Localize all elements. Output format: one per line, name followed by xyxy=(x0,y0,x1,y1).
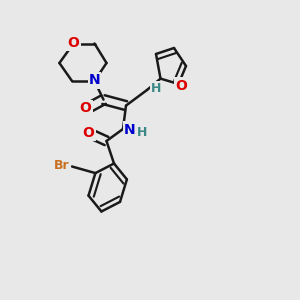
Text: O: O xyxy=(82,126,94,140)
Text: O: O xyxy=(176,79,188,92)
Text: Br: Br xyxy=(54,159,70,172)
Text: H: H xyxy=(151,82,161,95)
Text: N: N xyxy=(89,74,100,87)
Text: H: H xyxy=(137,125,148,139)
Text: N: N xyxy=(124,123,135,136)
Text: O: O xyxy=(80,101,92,115)
Text: O: O xyxy=(68,36,80,50)
